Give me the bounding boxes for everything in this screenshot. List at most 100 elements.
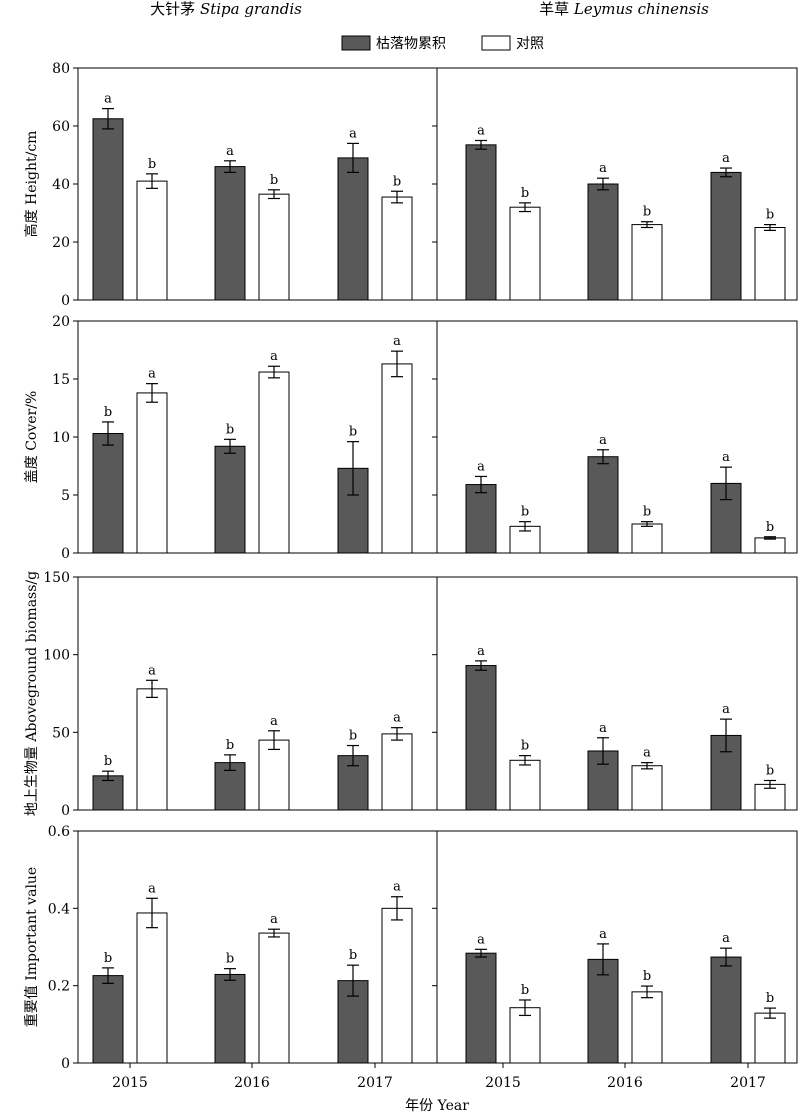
- bar-litter: [465, 144, 497, 301]
- significance-letter: a: [477, 459, 485, 474]
- y-tick-label: 15: [52, 372, 70, 388]
- bar-litter: [214, 166, 246, 301]
- bar-litter: [710, 956, 742, 1064]
- bar-control: [258, 371, 290, 554]
- bar-litter: [92, 433, 124, 554]
- bar-litter: [337, 157, 369, 301]
- y-tick-label: 100: [43, 648, 70, 664]
- bar-litter: [214, 973, 246, 1064]
- y-tick-label: 50: [52, 725, 70, 741]
- bar-control: [754, 537, 786, 554]
- x-tick-label: 2016: [607, 1075, 643, 1091]
- panel-1-1: a b a b a b: [432, 320, 798, 554]
- significance-letter: a: [477, 932, 485, 947]
- bar-litter: [587, 750, 619, 811]
- significance-letter: a: [722, 151, 730, 166]
- significance-letter: b: [521, 983, 529, 998]
- bar-control: [258, 932, 290, 1064]
- bar-control: [258, 193, 290, 301]
- significance-letter: b: [766, 208, 774, 223]
- y-tick-label: 150: [43, 570, 70, 586]
- bar-litter: [465, 952, 497, 1064]
- legend-swatch-litter: [341, 35, 371, 51]
- x-tick-label: 2015: [112, 1075, 148, 1091]
- significance-letter: b: [226, 738, 234, 753]
- panel-1-0: 0 5 10 15 20 盖度 Cover/% b a b a b a: [24, 314, 438, 562]
- y-tick-label: 0: [61, 546, 70, 562]
- significance-letter: b: [226, 422, 234, 437]
- column-titles: 大针茅 Stipa grandis 羊草 Leymus chinensis: [150, 0, 709, 18]
- significance-letter: b: [643, 969, 651, 984]
- significance-letter: a: [393, 711, 401, 726]
- significance-letter: a: [643, 746, 651, 761]
- significance-letter: b: [766, 991, 774, 1006]
- significance-letter: a: [393, 334, 401, 349]
- bar-control: [631, 991, 663, 1064]
- bar-control: [509, 206, 541, 301]
- significance-letter: a: [104, 92, 112, 107]
- significance-letter: b: [521, 186, 529, 201]
- x-tick-label: 2017: [730, 1075, 766, 1091]
- y-axis-title: 重要值 Important value: [24, 867, 40, 1027]
- column-title-right: 羊草 Leymus chinensis: [539, 0, 709, 18]
- y-tick-label: 0.2: [48, 979, 70, 995]
- significance-letter: b: [766, 763, 774, 778]
- bar-control: [136, 912, 168, 1064]
- bar-control: [754, 227, 786, 301]
- significance-letter: a: [599, 433, 607, 448]
- panel-0-0: 0 20 40 60 80 高度 Height/cm a b a b a b: [23, 61, 438, 309]
- y-axis-title: 盖度 Cover/%: [24, 391, 40, 484]
- bar-litter: [587, 183, 619, 301]
- bar-control: [509, 759, 541, 811]
- significance-letter: b: [104, 754, 112, 769]
- panel-3-1: a b 2015 a b 2016 a b 2017: [432, 830, 798, 1091]
- significance-letter: b: [521, 505, 529, 520]
- bar-control: [631, 765, 663, 811]
- bar-control: [381, 907, 413, 1064]
- significance-letter: b: [393, 174, 401, 189]
- y-tick-label: 80: [52, 61, 70, 77]
- x-tick-label: 2015: [485, 1075, 521, 1091]
- significance-letter: a: [226, 144, 234, 159]
- significance-letter: a: [270, 714, 278, 729]
- bar-litter: [92, 975, 124, 1064]
- y-tick-label: 0.4: [48, 901, 70, 917]
- bar-control: [631, 224, 663, 301]
- bar-control: [136, 688, 168, 811]
- bar-control: [631, 523, 663, 554]
- bar-control: [381, 733, 413, 811]
- bar-control: [136, 392, 168, 554]
- significance-letter: b: [104, 405, 112, 420]
- legend-label-control: 对照: [516, 36, 544, 52]
- y-axis-title: 地上生物量 Aboveground biomass/g: [24, 571, 40, 816]
- bar-control: [754, 1012, 786, 1064]
- significance-letter: b: [643, 205, 651, 220]
- y-tick-label: 5: [61, 488, 70, 504]
- significance-letter: a: [599, 927, 607, 942]
- y-tick-label: 20: [52, 314, 70, 330]
- bar-control: [136, 180, 168, 301]
- legend-swatch-control: [481, 35, 511, 51]
- y-tick-label: 20: [52, 235, 70, 251]
- significance-letter: b: [349, 948, 357, 963]
- y-tick-label: 40: [52, 177, 70, 193]
- significance-letter: a: [148, 881, 156, 896]
- y-axis-title: 高度 Height/cm: [23, 131, 40, 238]
- significance-letter: a: [270, 912, 278, 927]
- legend: 枯落物累积 对照: [341, 35, 544, 52]
- bar-litter: [465, 484, 497, 554]
- significance-letter: a: [722, 702, 730, 717]
- panel-3-0: 0 0.2 0.4 0.6 重要值 Important value b a 2015 b a 201…: [24, 824, 438, 1091]
- y-tick-label: 60: [52, 119, 70, 135]
- significance-letter: b: [226, 952, 234, 967]
- legend-label-litter: 枯落物累积: [376, 36, 446, 52]
- significance-letter: b: [349, 729, 357, 744]
- significance-letter: b: [104, 951, 112, 966]
- significance-letter: a: [349, 126, 357, 141]
- significance-letter: b: [148, 157, 156, 172]
- y-tick-label: 10: [52, 430, 70, 446]
- y-tick-label: 0: [61, 803, 70, 819]
- significance-letter: a: [477, 644, 485, 659]
